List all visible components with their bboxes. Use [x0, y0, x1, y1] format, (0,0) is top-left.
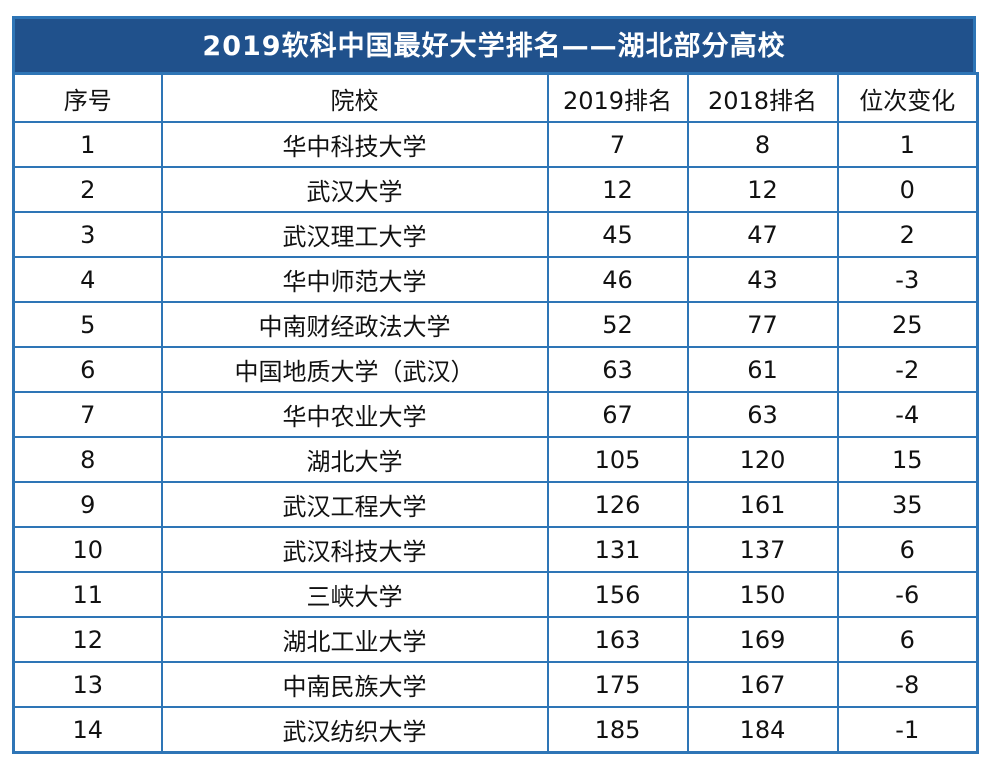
index-cell: 13: [12, 661, 163, 708]
school-cell: 武汉工程大学: [160, 481, 549, 528]
rank-2019-cell: 185: [546, 706, 689, 754]
rank-2019-cell: 105: [546, 436, 689, 483]
table-body: 1 华中科技大学 7 8 1 2 武汉大学 12 12 0 3 武汉理工大学 45 47 2 4 华中师范大学 4…: [12, 121, 979, 754]
change-cell: 1: [836, 121, 979, 168]
rank-2018-cell: 43: [686, 256, 839, 303]
rank-2018-cell: 61: [686, 346, 839, 393]
school-cell: 中南民族大学: [160, 661, 549, 708]
change-cell: 6: [836, 526, 979, 573]
header-row: 序号 院校 2019排名 2018排名 位次变化: [12, 72, 979, 123]
index-cell: 4: [12, 256, 163, 303]
table-row: 4 华中师范大学 46 43 -3: [12, 256, 979, 303]
column-header: 院校: [160, 72, 549, 123]
table-row: 3 武汉理工大学 45 47 2: [12, 211, 979, 258]
rank-2018-cell: 63: [686, 391, 839, 438]
table-row: 2 武汉大学 12 12 0: [12, 166, 979, 213]
rank-2018-cell: 8: [686, 121, 839, 168]
change-cell: 2: [836, 211, 979, 258]
rank-2019-cell: 126: [546, 481, 689, 528]
table-row: 8 湖北大学 105 120 15: [12, 436, 979, 483]
index-cell: 12: [12, 616, 163, 663]
school-cell: 华中师范大学: [160, 256, 549, 303]
rank-2018-cell: 150: [686, 571, 839, 618]
school-cell: 武汉理工大学: [160, 211, 549, 258]
table-row: 14 武汉纺织大学 185 184 -1: [12, 706, 979, 754]
school-cell: 武汉科技大学: [160, 526, 549, 573]
rank-2018-cell: 169: [686, 616, 839, 663]
rank-2018-cell: 120: [686, 436, 839, 483]
index-cell: 2: [12, 166, 163, 213]
rank-2019-cell: 175: [546, 661, 689, 708]
index-cell: 6: [12, 346, 163, 393]
rank-2019-cell: 131: [546, 526, 689, 573]
index-cell: 10: [12, 526, 163, 573]
rank-2018-cell: 47: [686, 211, 839, 258]
table-row: 11 三峡大学 156 150 -6: [12, 571, 979, 618]
index-cell: 14: [12, 706, 163, 754]
index-cell: 1: [12, 121, 163, 168]
table-row: 10 武汉科技大学 131 137 6: [12, 526, 979, 573]
table-row: 12 湖北工业大学 163 169 6: [12, 616, 979, 663]
change-cell: 25: [836, 301, 979, 348]
index-cell: 9: [12, 481, 163, 528]
rank-2019-cell: 7: [546, 121, 689, 168]
change-cell: -8: [836, 661, 979, 708]
rank-2018-cell: 161: [686, 481, 839, 528]
rank-2019-cell: 163: [546, 616, 689, 663]
change-cell: -4: [836, 391, 979, 438]
change-cell: 6: [836, 616, 979, 663]
column-header: 序号: [12, 72, 163, 123]
rank-2018-cell: 12: [686, 166, 839, 213]
school-cell: 华中农业大学: [160, 391, 549, 438]
change-cell: -1: [836, 706, 979, 754]
index-cell: 5: [12, 301, 163, 348]
rank-2018-cell: 77: [686, 301, 839, 348]
rank-2019-cell: 156: [546, 571, 689, 618]
rank-2018-cell: 137: [686, 526, 839, 573]
school-cell: 三峡大学: [160, 571, 549, 618]
rank-2018-cell: 167: [686, 661, 839, 708]
change-cell: -6: [836, 571, 979, 618]
school-cell: 湖北大学: [160, 436, 549, 483]
school-cell: 中国地质大学（武汉）: [160, 346, 549, 393]
column-header: 位次变化: [836, 72, 979, 123]
rank-2019-cell: 67: [546, 391, 689, 438]
index-cell: 7: [12, 391, 163, 438]
change-cell: 0: [836, 166, 979, 213]
change-cell: 35: [836, 481, 979, 528]
change-cell: -3: [836, 256, 979, 303]
rank-2018-cell: 184: [686, 706, 839, 754]
school-cell: 武汉纺织大学: [160, 706, 549, 754]
column-header: 2019排名: [546, 72, 689, 123]
table-row: 13 中南民族大学 175 167 -8: [12, 661, 979, 708]
column-header: 2018排名: [686, 72, 839, 123]
rank-2019-cell: 12: [546, 166, 689, 213]
table-row: 7 华中农业大学 67 63 -4: [12, 391, 979, 438]
school-cell: 湖北工业大学: [160, 616, 549, 663]
table-title: 2019软科中国最好大学排名——湖北部分高校: [12, 16, 976, 72]
school-cell: 华中科技大学: [160, 121, 549, 168]
rank-2019-cell: 45: [546, 211, 689, 258]
school-cell: 中南财经政法大学: [160, 301, 549, 348]
rank-2019-cell: 46: [546, 256, 689, 303]
index-cell: 8: [12, 436, 163, 483]
rank-2019-cell: 63: [546, 346, 689, 393]
change-cell: 15: [836, 436, 979, 483]
table-row: 5 中南财经政法大学 52 77 25: [12, 301, 979, 348]
table-row: 6 中国地质大学（武汉） 63 61 -2: [12, 346, 979, 393]
index-cell: 11: [12, 571, 163, 618]
change-cell: -2: [836, 346, 979, 393]
table-row: 1 华中科技大学 7 8 1: [12, 121, 979, 168]
rank-2019-cell: 52: [546, 301, 689, 348]
index-cell: 3: [12, 211, 163, 258]
ranking-table: 序号 院校 2019排名 2018排名 位次变化 1 华中科技大学 7 8 1 2 武汉大学 12 12…: [12, 72, 979, 754]
school-cell: 武汉大学: [160, 166, 549, 213]
table-row: 9 武汉工程大学 126 161 35: [12, 481, 979, 528]
